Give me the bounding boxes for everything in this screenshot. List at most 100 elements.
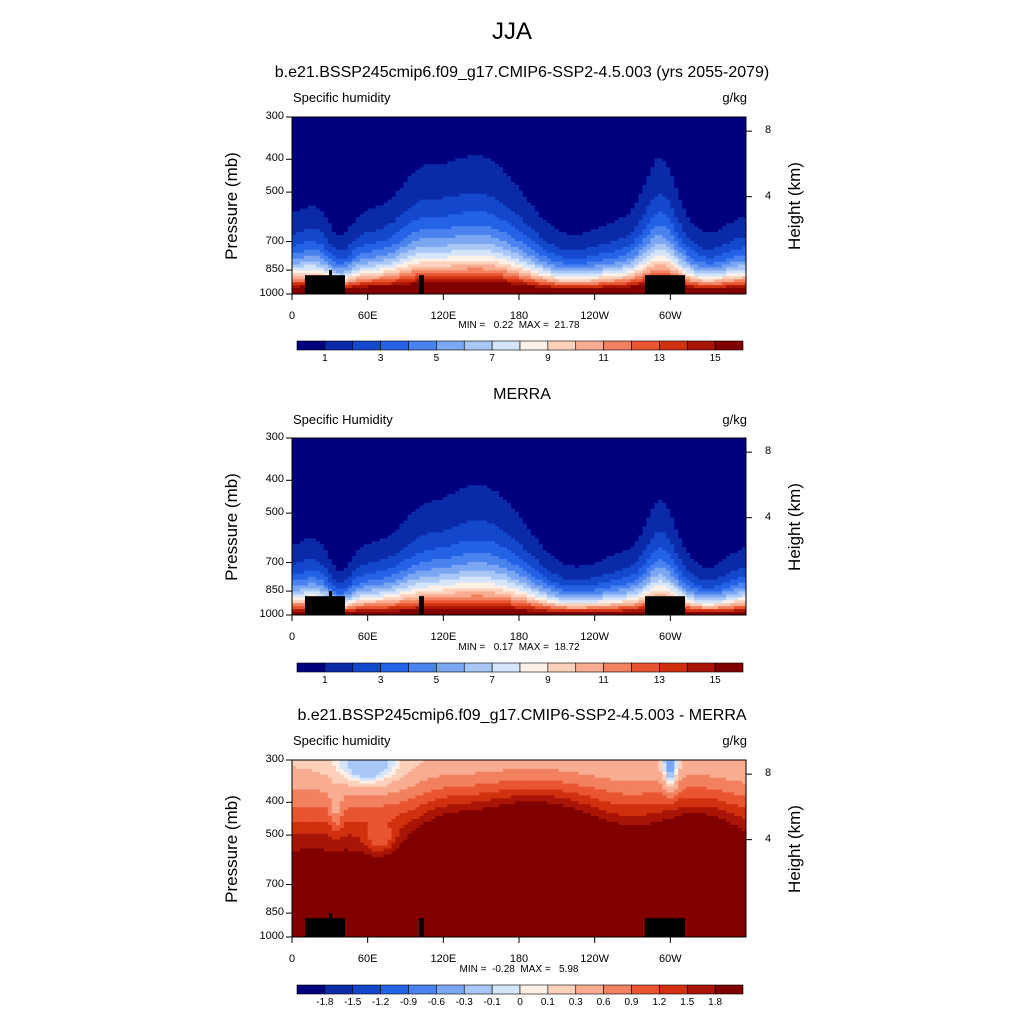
field-cell [407, 164, 413, 168]
field-cell [602, 223, 608, 227]
field-cell [443, 178, 448, 183]
colorbar-label: 11 [589, 675, 619, 686]
field-cell [534, 270, 540, 274]
field-cell [475, 220, 480, 224]
field-cell [319, 229, 325, 233]
field-cell [463, 264, 468, 269]
field-cell [327, 223, 333, 227]
field-cell [507, 264, 512, 269]
field-cell [403, 232, 409, 236]
field-cell [479, 282, 484, 286]
field-cell [463, 205, 468, 210]
field-cell [423, 164, 428, 168]
field-cell [526, 211, 532, 215]
field-cell [443, 128, 448, 133]
field-cell [558, 190, 564, 195]
field-cell [443, 190, 448, 195]
field-cell [383, 285, 389, 289]
field-cell [451, 199, 456, 204]
field-cell [351, 220, 357, 224]
field-cell [395, 226, 401, 230]
colorbar-label: 0.6 [589, 997, 619, 1008]
field-cell [359, 187, 365, 192]
field-cell [614, 226, 620, 230]
field-cell [459, 149, 464, 153]
field-cell [311, 167, 317, 171]
field-cell [487, 291, 492, 294]
field-cell [534, 258, 540, 263]
field-cell [519, 223, 524, 227]
field-cell [546, 170, 552, 174]
field-cell [558, 288, 564, 292]
field-cell [311, 149, 317, 153]
field-cell [459, 161, 464, 165]
field-cell [534, 237, 540, 242]
field-cell [463, 161, 468, 165]
field-cell [323, 187, 329, 192]
field-cell [566, 196, 572, 201]
field-cell [371, 117, 377, 121]
field-cell [578, 217, 584, 221]
field-cell [467, 217, 472, 221]
field-cell [292, 291, 297, 294]
field-cell [598, 149, 604, 153]
field-cell [483, 258, 488, 263]
field-cell [602, 149, 608, 153]
field-cell [614, 128, 620, 133]
field-cell [399, 255, 405, 260]
field-cell [534, 229, 540, 233]
field-cell [439, 267, 444, 271]
field-cell [582, 128, 588, 133]
field-cell [534, 199, 540, 204]
field-cell [459, 255, 464, 260]
field-cell [295, 196, 301, 201]
field-cell [491, 196, 496, 201]
field-cell [311, 217, 317, 221]
field-cell [483, 187, 488, 192]
field-cell [578, 223, 584, 227]
field-cell [395, 196, 401, 201]
field-cell [435, 202, 440, 207]
field-cell [598, 243, 604, 248]
field-cell [511, 187, 516, 192]
field-cell [554, 137, 560, 142]
field-cell [367, 119, 373, 124]
field-cell [315, 190, 321, 195]
field-cell [463, 152, 468, 156]
field-cell [598, 237, 604, 242]
field-cell [347, 217, 353, 221]
field-cell [292, 226, 297, 230]
field-cell [292, 243, 297, 248]
field-cell [315, 137, 321, 142]
field-cell [554, 167, 560, 171]
field-cell [407, 205, 413, 210]
field-cell [303, 199, 309, 204]
field-cell [323, 240, 329, 245]
field-cell [383, 125, 389, 130]
field-cell [582, 178, 588, 183]
field-cell [511, 205, 516, 210]
field-cell [507, 193, 512, 198]
field-cell [363, 279, 369, 283]
field-cell [383, 249, 389, 254]
field-cell [431, 235, 436, 239]
field-cell [323, 196, 329, 201]
field-cell [431, 155, 436, 159]
field-cell [435, 237, 440, 242]
field-cell [359, 226, 365, 230]
field-cell [606, 193, 612, 198]
panel-3-variable: Specific humidity [293, 733, 391, 748]
field-cell [570, 155, 576, 159]
field-cell [383, 143, 389, 148]
field-cell [522, 276, 528, 280]
field-cell [554, 146, 560, 151]
field-cell [519, 149, 524, 153]
field-cell [534, 261, 540, 266]
field-cell [602, 187, 608, 192]
field-cell [511, 184, 516, 189]
field-cell [471, 249, 476, 254]
field-cell [586, 258, 592, 263]
field-cell [367, 252, 373, 257]
field-cell [566, 202, 572, 207]
